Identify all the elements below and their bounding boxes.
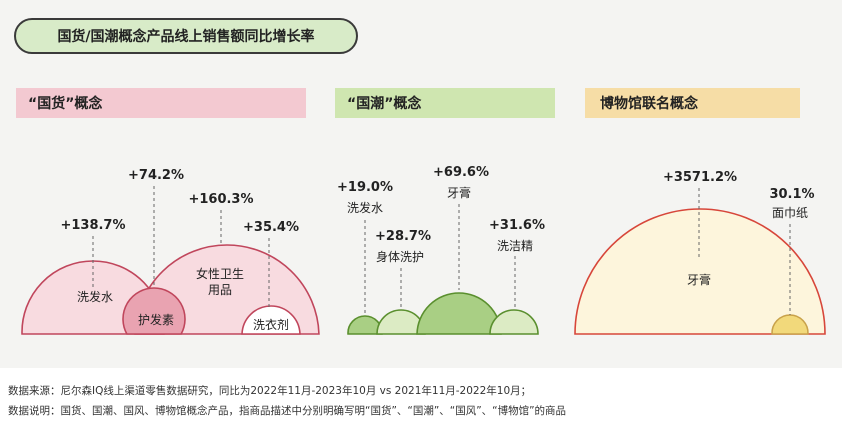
- data-label-guohuo-xifashui-value: +138.7%: [60, 218, 125, 233]
- data-label-guochao-xifashui-value: +19.0%: [337, 180, 393, 195]
- data-label-guochao-shentixihu-name: 身体洗护: [376, 249, 424, 264]
- section-band-guochao: [335, 88, 555, 118]
- data-label-guohuo-hufasu-value: +74.2%: [128, 168, 184, 183]
- data-label-museum-yagao-value: +3571.2%: [663, 170, 737, 185]
- bubble-guohuo-hufasu: [122, 287, 186, 335]
- bubble-museum-mianjinzhi: [771, 314, 809, 335]
- bubble-guochao-xijiejing: [489, 309, 539, 335]
- data-label-museum-mianjinzhi-name: 面巾纸: [772, 206, 808, 220]
- data-label-guohuo-nvxingweisheng-name-line2: 用品: [208, 283, 232, 297]
- section-band-museum: [585, 88, 800, 118]
- data-label-museum-mianjinzhi-value: 30.1%: [769, 187, 814, 202]
- data-label-guohuo-nvxingweisheng-value: +160.3%: [188, 192, 253, 207]
- chart-title-pill: [14, 18, 358, 54]
- data-label-guochao-shentixihu-value: +28.7%: [375, 229, 431, 244]
- data-label-guochao-xijiejing-name: 洗洁精: [497, 239, 533, 253]
- footnote-source: 数据来源：尼尔森IQ线上渠道零售数据研究，同比为2022年11月-2023年10…: [8, 385, 532, 397]
- data-label-guohuo-xiyiji-value: +35.4%: [243, 220, 299, 235]
- data-label-guochao-yagao-name: 牙膏: [447, 185, 471, 200]
- data-label-guochao-yagao-value: +69.6%: [433, 165, 489, 180]
- data-label-guochao-xijiejing-value: +31.6%: [489, 218, 545, 233]
- data-label-museum-yagao-name: 牙膏: [687, 272, 711, 287]
- footnote-note: 数据说明：国货、国潮、国风、博物馆概念产品，指商品描述中分别明确写明“国货”、“…: [8, 405, 567, 417]
- section-title-guohuo: “国货”概念: [28, 95, 103, 112]
- section-title-guochao: “国潮”概念: [347, 95, 422, 112]
- data-label-guohuo-xifashui-name: 洗发水: [77, 289, 113, 304]
- data-label-guohuo-nvxingweisheng-name-line1: 女性卫生: [196, 266, 244, 281]
- section-band-guohuo: [16, 88, 306, 118]
- data-label-guohuo-hufasu-name: 护发素: [138, 312, 174, 327]
- data-label-guochao-xifashui-name: 洗发水: [347, 200, 383, 215]
- data-label-guohuo-xiyiji-name: 洗衣剂: [253, 317, 289, 332]
- bubble-guohuo-xiyiji: [241, 305, 301, 335]
- bubble-museum-yagao: [574, 208, 826, 335]
- section-title-museum: 博物馆联名概念: [600, 95, 699, 112]
- chart-title: 国货/国潮概念产品线上销售额同比增长率: [57, 28, 314, 45]
